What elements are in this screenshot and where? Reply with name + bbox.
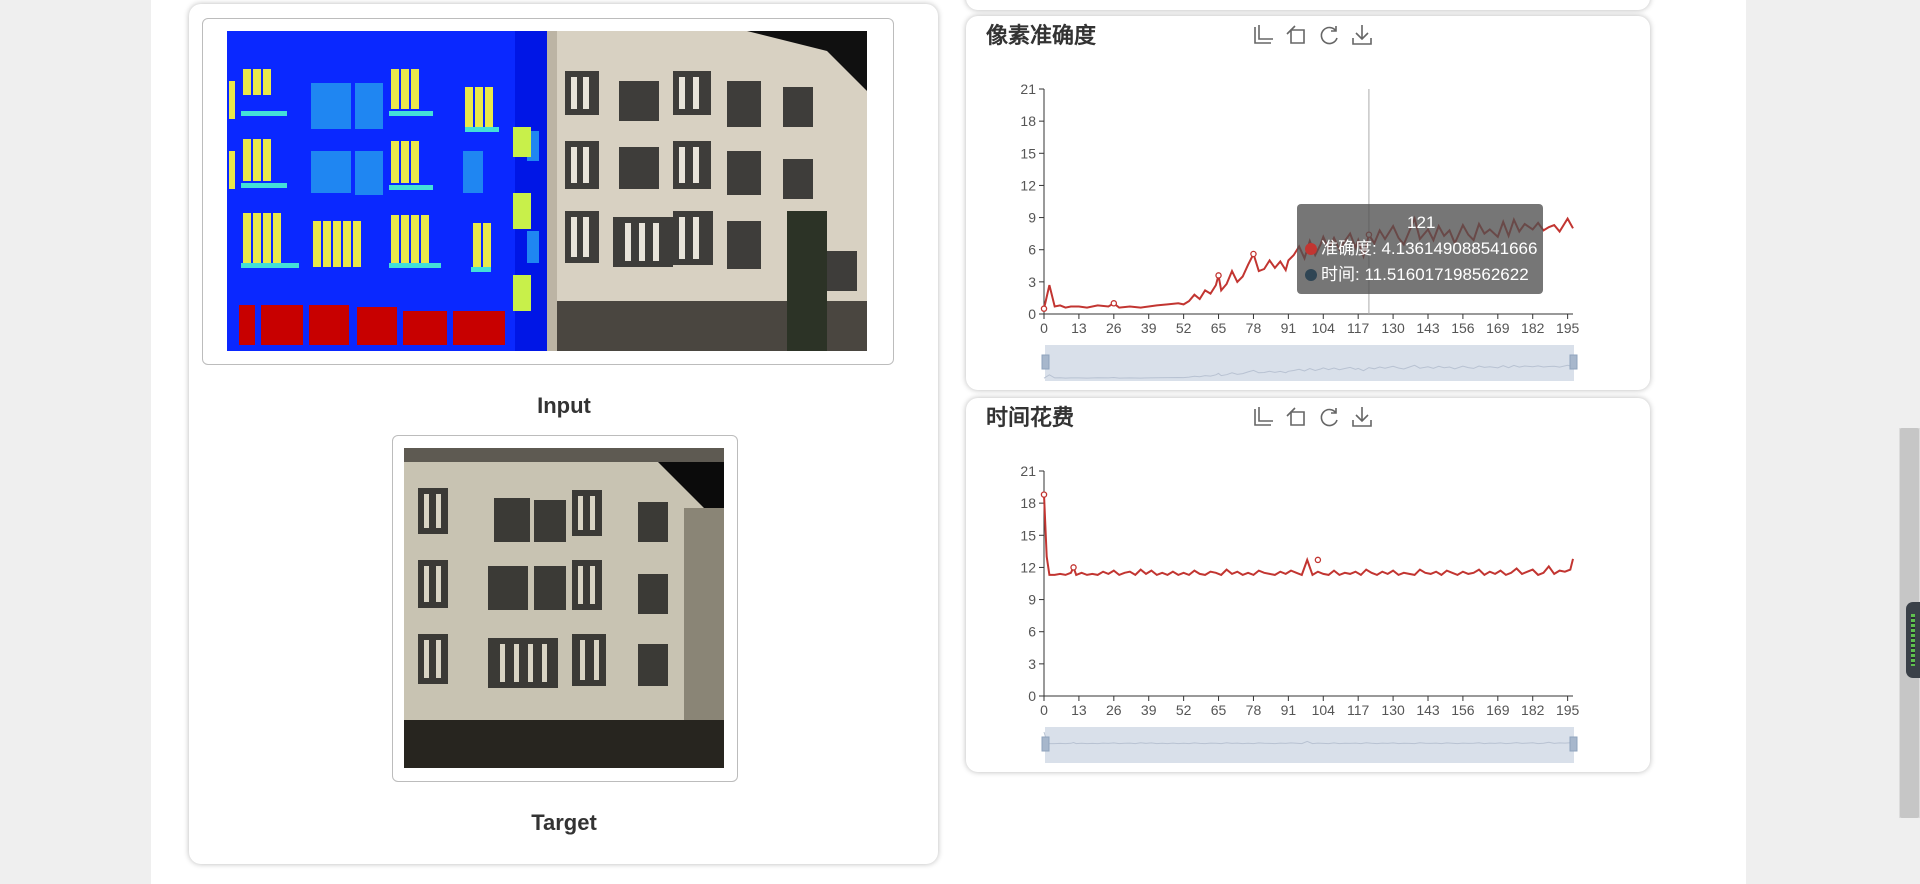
tooltip-row-accuracy: 准确度: 4.136149088541666 xyxy=(1305,236,1537,262)
y-tick-label: 9 xyxy=(1028,210,1036,226)
datazoom-slider xyxy=(1045,727,1574,763)
y-tick-label: 15 xyxy=(1020,527,1036,543)
x-tick-label: 13 xyxy=(1071,702,1087,718)
datazoom-handle-right xyxy=(1569,736,1578,752)
target-caption: Target xyxy=(531,810,597,835)
datazoom-handle-right xyxy=(1569,354,1578,370)
y-tick-label: 6 xyxy=(1028,624,1036,640)
datazoom-preview-line xyxy=(1043,731,1574,745)
x-tick-label: 0 xyxy=(1040,702,1048,718)
x-tick-label: 143 xyxy=(1416,320,1440,336)
x-tick-label: 104 xyxy=(1312,702,1336,718)
chart-title: 像素准确度 xyxy=(986,24,1097,49)
data-point xyxy=(1070,564,1077,571)
x-tick-label: 65 xyxy=(1211,320,1227,336)
time-line-chart[interactable]: 0 3 6 9 12 15 18 21 0 13 26 39 52 65 78 91 104 117 130 143 1… xyxy=(966,398,1650,772)
y-tick-label: 3 xyxy=(1028,274,1036,290)
zoom-reset-icon[interactable] xyxy=(1283,404,1309,430)
y-tick-label: 15 xyxy=(1020,145,1036,161)
input-caption: Input xyxy=(537,393,591,418)
series-line xyxy=(1043,494,1574,577)
save-image-icon[interactable] xyxy=(1349,22,1375,48)
time-chart-card: 时间花费 0 3 6 9 12 15 18 21 0 13 26 39 52 65 78 91 104 117 13… xyxy=(966,398,1650,772)
x-tick-label: 130 xyxy=(1381,320,1405,336)
datazoom-handle-left xyxy=(1041,354,1050,370)
data-point xyxy=(1040,305,1048,312)
datazoom-preview-line xyxy=(1043,364,1574,379)
x-tick-label: 91 xyxy=(1281,320,1297,336)
y-tick-label: 12 xyxy=(1020,559,1036,575)
data-point xyxy=(1040,491,1048,498)
x-tick-label: 169 xyxy=(1486,320,1510,336)
x-tick-label: 78 xyxy=(1246,702,1262,718)
y-tick-label: 0 xyxy=(1028,306,1036,322)
input-image-frame xyxy=(202,18,894,365)
x-tick-label: 52 xyxy=(1176,702,1192,718)
chart-title: 时间花费 xyxy=(986,406,1075,431)
x-tick-label: 143 xyxy=(1416,702,1440,718)
y-tick-label: 6 xyxy=(1028,242,1036,258)
data-point xyxy=(1110,300,1118,307)
x-tick-label: 195 xyxy=(1556,320,1580,336)
x-tick-label: 39 xyxy=(1141,320,1157,336)
x-tick-label: 39 xyxy=(1141,702,1157,718)
accuracy-line-chart[interactable]: 0 3 6 9 12 15 18 21 0 13 26 39 52 65 78 91 104 117 130 143 1… xyxy=(966,16,1650,390)
series-dot-icon xyxy=(1305,243,1317,255)
y-tick-label: 21 xyxy=(1020,81,1036,97)
zoom-icon[interactable] xyxy=(1250,404,1276,430)
x-tick-label: 0 xyxy=(1040,320,1048,336)
y-tick-label: 18 xyxy=(1020,495,1036,511)
y-tick-label: 12 xyxy=(1020,177,1036,193)
x-tick-label: 26 xyxy=(1106,320,1122,336)
tooltip-x-value: 121 xyxy=(1407,213,1436,232)
datazoom-handle-left xyxy=(1041,736,1050,752)
restore-icon[interactable] xyxy=(1316,404,1342,430)
image-compare-card: Input Target xyxy=(189,4,938,864)
restore-icon[interactable] xyxy=(1316,22,1342,48)
x-tick-label: 78 xyxy=(1246,320,1262,336)
target-image-frame xyxy=(392,435,738,782)
y-tick-label: 21 xyxy=(1020,463,1036,479)
previous-chart-card xyxy=(966,0,1650,10)
zoom-reset-icon[interactable] xyxy=(1283,22,1309,48)
data-point xyxy=(1314,556,1322,564)
y-tick-label: 18 xyxy=(1020,113,1036,129)
x-tick-label: 65 xyxy=(1211,702,1227,718)
x-tick-label: 130 xyxy=(1381,702,1405,718)
y-tick-label: 9 xyxy=(1028,592,1036,608)
x-tick-label: 91 xyxy=(1281,702,1297,718)
chart-tooltip: 121 准确度: 4.136149088541666 时间: 11.516017… xyxy=(1297,204,1544,294)
x-tick-label: 26 xyxy=(1106,702,1122,718)
x-tick-label: 182 xyxy=(1521,320,1545,336)
x-tick-label: 195 xyxy=(1556,702,1580,718)
x-tick-label: 117 xyxy=(1347,702,1370,718)
floating-side-widget[interactable] xyxy=(1906,602,1920,678)
tooltip-label: 时间 xyxy=(1321,265,1355,284)
tooltip-row-time: 时间: 11.516017198562622 xyxy=(1305,262,1537,288)
datazoom-slider xyxy=(1045,345,1574,381)
save-image-icon[interactable] xyxy=(1349,404,1375,430)
x-tick-label: 13 xyxy=(1071,320,1087,336)
x-tick-label: 169 xyxy=(1486,702,1510,718)
series-dot-icon xyxy=(1305,269,1317,281)
tooltip-label: 准确度 xyxy=(1321,239,1372,258)
x-tick-label: 182 xyxy=(1521,702,1545,718)
data-point xyxy=(1215,272,1222,279)
x-tick-label: 104 xyxy=(1312,320,1336,336)
x-tick-label: 156 xyxy=(1451,320,1475,336)
x-tick-label: 117 xyxy=(1347,320,1370,336)
x-tick-label: 156 xyxy=(1451,702,1475,718)
target-image xyxy=(404,448,724,768)
y-tick-label: 3 xyxy=(1028,656,1036,672)
input-image xyxy=(227,31,867,351)
tooltip-value: 11.516017198562622 xyxy=(1364,265,1529,284)
tooltip-value: 4.136149088541666 xyxy=(1381,239,1538,258)
x-tick-label: 52 xyxy=(1176,320,1192,336)
zoom-icon[interactable] xyxy=(1250,22,1276,48)
accuracy-chart-card: 像素准确度 0 3 6 9 12 15 18 21 0 13 26 39 52 65 78 91 104 117 1… xyxy=(966,16,1650,390)
data-point xyxy=(1250,250,1257,258)
y-tick-label: 0 xyxy=(1028,688,1036,704)
